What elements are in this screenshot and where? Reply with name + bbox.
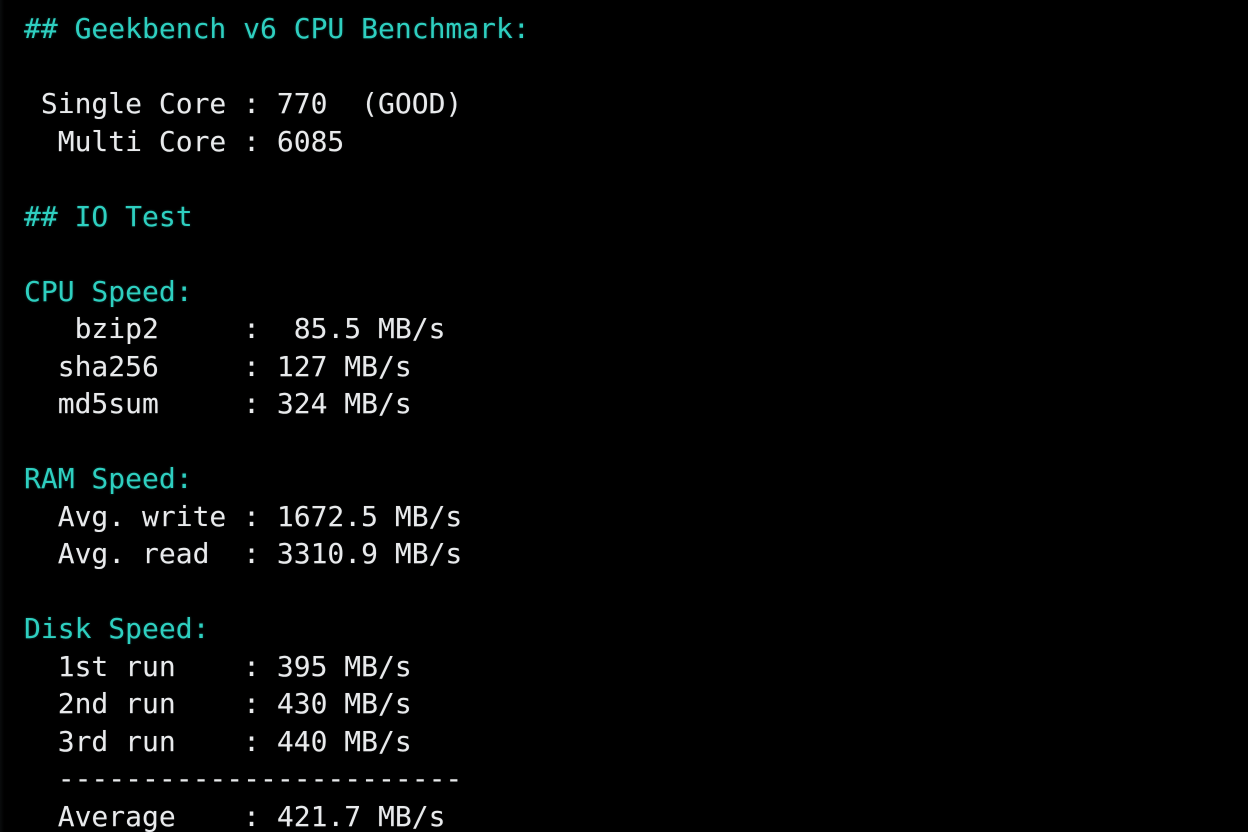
disk-speed-title: Disk Speed: (24, 612, 210, 645)
row-avg-read: Avg. read : 3310.9 MB/s (24, 537, 463, 570)
blank-line (24, 235, 1224, 273)
row-multi-core: Multi Core : 6085 (24, 124, 345, 158)
row-avg-write: Avg. write : 1672.5 MB/s (24, 499, 463, 533)
row-bzip2: bzip2 : 85.5 MB/s (24, 312, 446, 345)
row-disk-run-3: 3rd run : 440 MB/s (24, 724, 412, 758)
row-disk-run-1: 1st run : 395 MB/s (24, 649, 412, 683)
row-md5sum: md5sum : 324 MB/s (24, 387, 412, 420)
geekbench-heading: ## Geekbench v6 CPU Benchmark: (24, 12, 530, 45)
blank-line (24, 48, 1224, 86)
io-test-heading: ## IO Test (24, 199, 193, 233)
row-single-core: Single Core : 770 (GOOD) (24, 87, 463, 120)
blank-line (24, 573, 1224, 611)
terminal-output: ## Geekbench v6 CPU Benchmark: Single Co… (24, 10, 1224, 832)
blank-line (24, 160, 1224, 198)
row-disk-run-2: 2nd run : 430 MB/s (24, 687, 412, 720)
screen-left-edge (0, 0, 4, 832)
cpu-speed-title: CPU Speed: (24, 274, 193, 308)
ram-speed-title: RAM Speed: (24, 462, 193, 495)
row-disk-average: Average : 421.7 MB/s (24, 799, 446, 832)
row-sha256: sha256 : 127 MB/s (24, 349, 412, 383)
blank-line (24, 423, 1224, 461)
disk-separator-rule: ------------------------ (24, 762, 463, 795)
